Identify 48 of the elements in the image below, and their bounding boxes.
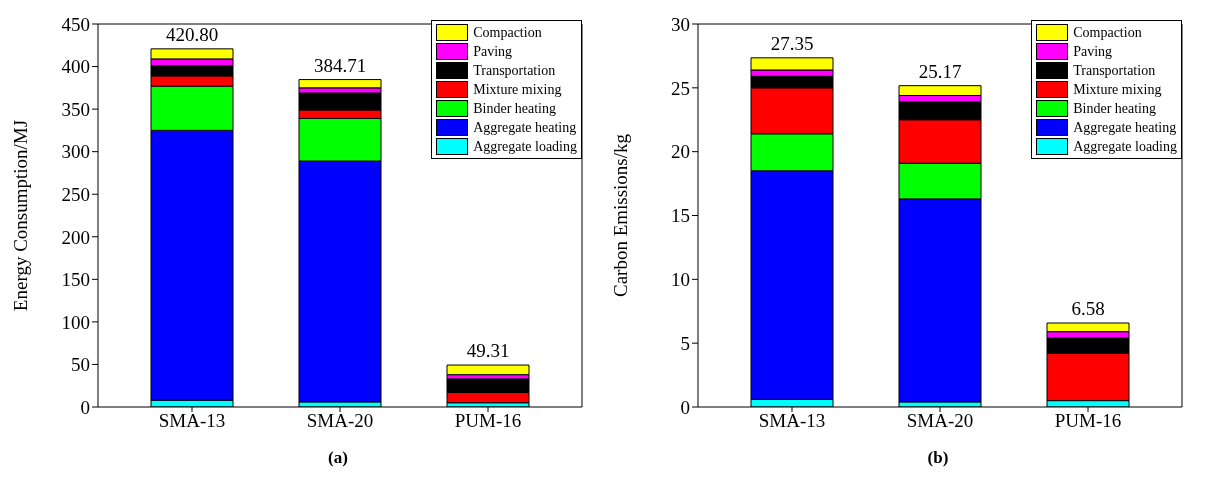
- legend-label: Aggregate heating: [473, 119, 577, 137]
- y-tick-label: 20: [671, 141, 690, 163]
- x-tick-label: SMA-13: [758, 410, 826, 432]
- legend-label: Transportation: [473, 62, 556, 80]
- y-tick-label: 350: [61, 98, 90, 120]
- y-tick-label: 25: [671, 77, 690, 99]
- legend-label: Transportation: [1073, 62, 1156, 80]
- legend-label: Paving: [473, 43, 513, 61]
- y-tick-label: 30: [671, 13, 690, 35]
- y-tick-label: 400: [61, 56, 90, 78]
- y-tick-label: 5: [680, 332, 690, 354]
- y-tick-label: 10: [671, 269, 690, 291]
- y-axis-title: Energy Consumption/MJ: [9, 119, 31, 312]
- text: (b): [926, 448, 950, 468]
- y-tick-label: 150: [61, 269, 90, 291]
- text: (a): [327, 448, 349, 468]
- total-label: 384.71: [313, 54, 367, 76]
- x-tick-label: PUM-16: [454, 410, 522, 432]
- x-tick-label: SMA-13: [158, 410, 226, 432]
- legend-label: Compaction: [1073, 24, 1142, 42]
- legend-label: Mixture mixing: [473, 81, 562, 99]
- y-tick-label: 0: [80, 396, 90, 418]
- bar: [446, 364, 530, 376]
- total-label: 27.35: [770, 32, 814, 54]
- y-tick-label: 250: [61, 183, 90, 205]
- total-label: 25.17: [918, 60, 962, 82]
- y-tick-label: 300: [61, 141, 90, 163]
- y-tick-label: 50: [71, 354, 90, 376]
- legend-label: Binder heating: [1073, 100, 1157, 118]
- total-label: 49.31: [466, 340, 510, 362]
- y-axis-title: Carbon Emissions/kg: [609, 133, 631, 298]
- x-tick-label: PUM-16: [1054, 410, 1122, 432]
- y-tick-label: 0: [680, 396, 690, 418]
- y-tick-label: 100: [61, 311, 90, 333]
- total-label: 6.58: [1071, 298, 1105, 319]
- y-tick-label: 200: [61, 226, 90, 248]
- legend-label: Compaction: [473, 24, 542, 42]
- y-tick-label: 15: [671, 205, 690, 227]
- y-tick-label: 450: [61, 13, 90, 35]
- x-tick-label: SMA-20: [906, 410, 974, 432]
- total-label: 420.80: [165, 23, 219, 45]
- legend-label: Mixture mixing: [1073, 81, 1162, 99]
- legend-label: Aggregate loading: [1073, 138, 1177, 156]
- legend-label: Aggregate loading: [473, 138, 577, 156]
- legend-label: Aggregate heating: [1073, 119, 1177, 137]
- legend-label: Paving: [1073, 43, 1113, 61]
- legend-label: Binder heating: [473, 100, 557, 118]
- x-tick-label: SMA-20: [306, 410, 374, 432]
